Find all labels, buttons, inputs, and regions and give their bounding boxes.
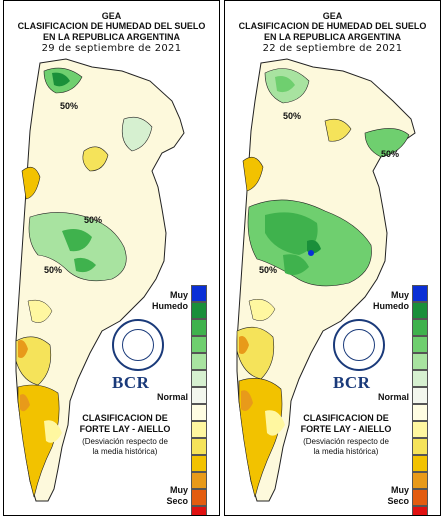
legend-swatch bbox=[412, 404, 428, 421]
method-title-line1: CLASIFICACION DE bbox=[303, 413, 389, 423]
map-panel-right: 50% 50% 50% GEA CLASIFICACION DE HUMEDAD… bbox=[224, 0, 441, 516]
legend-muy-humedo-muy: Muy bbox=[170, 290, 188, 300]
legend-swatch bbox=[191, 506, 207, 515]
map-subtitle: EN LA REPUBLICA ARGENTINA bbox=[264, 32, 401, 42]
map-title: CLASIFICACION DE HUMEDAD DEL SUELO bbox=[17, 21, 206, 31]
isoline-label: 50% bbox=[84, 215, 102, 225]
isoline-label: 50% bbox=[259, 265, 277, 275]
legend-muy-seco-muy: Muy bbox=[391, 485, 409, 495]
map-title: CLASIFICACION DE HUMEDAD DEL SUELO bbox=[238, 21, 427, 31]
legend-swatch bbox=[412, 319, 428, 336]
legend-seco: Seco bbox=[387, 496, 409, 506]
legend-swatch bbox=[191, 370, 207, 387]
isoline-label: 50% bbox=[44, 265, 62, 275]
bcr-logo-text: BCR bbox=[112, 373, 150, 392]
legend-swatch bbox=[412, 421, 428, 438]
legend-normal: Normal bbox=[156, 392, 188, 402]
legend-swatch bbox=[191, 472, 207, 489]
bcr-seal-logo bbox=[333, 319, 385, 371]
legend-swatch bbox=[191, 336, 207, 353]
legend-muy-seco-muy: Muy bbox=[170, 485, 188, 495]
isoline-label: 50% bbox=[283, 111, 301, 121]
method-title-line2: FORTE LAY - AIELLO bbox=[79, 424, 171, 434]
bcr-logo-text: BCR bbox=[333, 373, 371, 392]
legend-swatch bbox=[191, 302, 207, 319]
map-subtitle: EN LA REPUBLICA ARGENTINA bbox=[43, 32, 180, 42]
map-date: 29 de septiembre de 2021 bbox=[41, 43, 182, 54]
argentina-map-right: 50% 50% 50% bbox=[236, 58, 416, 502]
legend-swatch bbox=[412, 455, 428, 472]
org-label: GEA bbox=[322, 11, 343, 21]
legend-swatch bbox=[412, 285, 428, 302]
legend-humedo: Humedo bbox=[152, 301, 188, 311]
isoline-label: 50% bbox=[381, 149, 399, 159]
legend-muy-humedo-muy: Muy bbox=[391, 290, 409, 300]
method-title-line1: CLASIFICACION DE bbox=[82, 413, 168, 423]
legend-swatch bbox=[412, 506, 428, 515]
map-panel-left: 50% 50% 50% GEA CLASIFICACION DE HUMEDAD… bbox=[3, 0, 220, 516]
method-desc-line2: la media histórica) bbox=[313, 447, 379, 456]
legend-swatch bbox=[412, 370, 428, 387]
bcr-seal-logo bbox=[112, 319, 164, 371]
argentina-map-left: 50% 50% 50% bbox=[15, 58, 185, 502]
legend-swatch bbox=[412, 302, 428, 319]
method-desc-line1: (Desviación respecto de bbox=[303, 437, 389, 446]
legend-swatch bbox=[191, 353, 207, 370]
legend-swatch bbox=[412, 438, 428, 455]
legend-swatch bbox=[412, 489, 428, 506]
legend-swatch bbox=[191, 387, 207, 404]
legend-swatch bbox=[191, 489, 207, 506]
color-scale-left bbox=[191, 285, 207, 515]
legend-swatch bbox=[191, 404, 207, 421]
legend-swatch bbox=[412, 353, 428, 370]
legend-swatch bbox=[191, 285, 207, 302]
legend-swatch bbox=[191, 421, 207, 438]
legend-swatch bbox=[191, 438, 207, 455]
color-scale-right bbox=[412, 285, 428, 515]
org-label: GEA bbox=[101, 11, 122, 21]
legend-seco: Seco bbox=[166, 496, 188, 506]
legend-swatch bbox=[191, 455, 207, 472]
legend-swatch bbox=[412, 336, 428, 353]
legend-swatch bbox=[191, 319, 207, 336]
method-desc-line1: (Desviación respecto de bbox=[82, 437, 168, 446]
isoline-label: 50% bbox=[60, 101, 78, 111]
legend-swatch bbox=[412, 472, 428, 489]
legend-normal: Normal bbox=[377, 392, 409, 402]
legend-humedo: Humedo bbox=[373, 301, 409, 311]
method-desc-line2: la media histórica) bbox=[92, 447, 158, 456]
method-title-line2: FORTE LAY - AIELLO bbox=[300, 424, 392, 434]
map-date: 22 de septiembre de 2021 bbox=[262, 43, 403, 54]
legend-swatch bbox=[412, 387, 428, 404]
